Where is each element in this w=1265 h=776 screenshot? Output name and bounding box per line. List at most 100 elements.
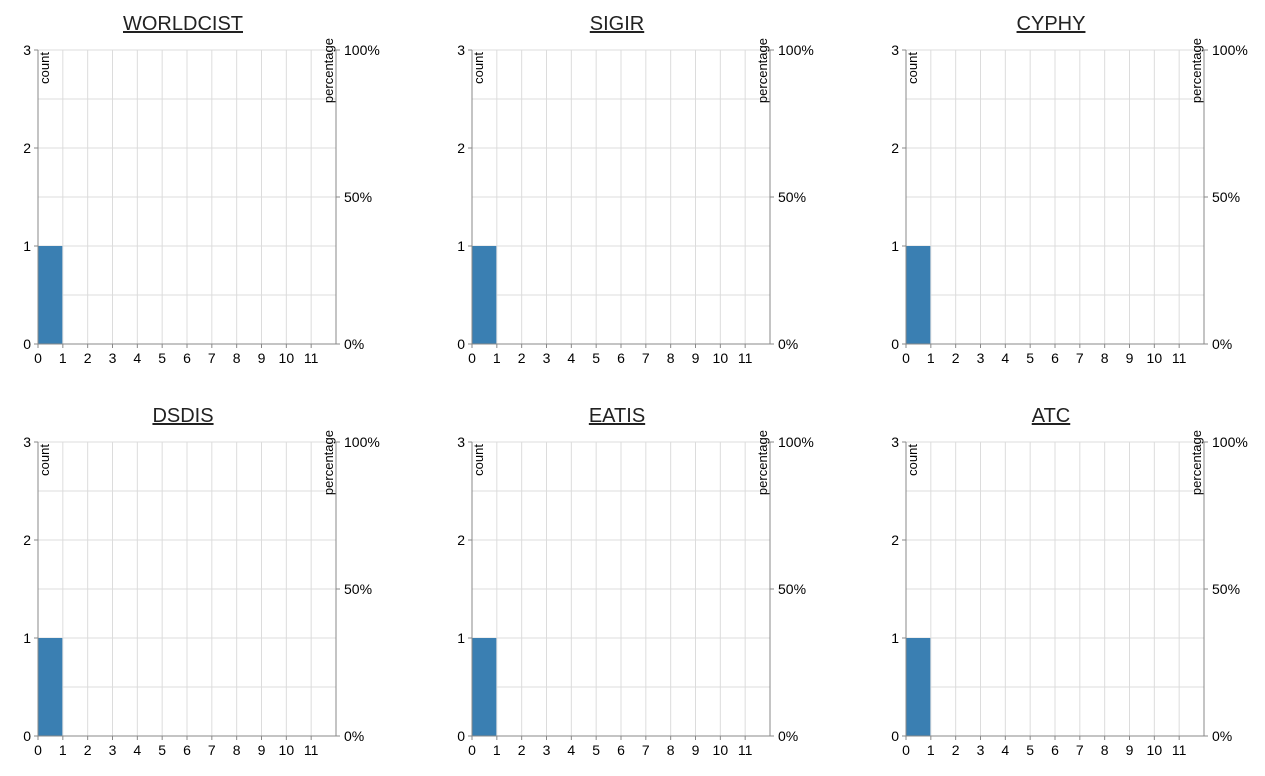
chart-title[interactable]: DSDIS	[152, 405, 213, 427]
x-tick-label: 5	[1026, 742, 1034, 758]
x-tick-label: 10	[1147, 742, 1163, 758]
x-tick-label: 3	[977, 742, 985, 758]
y-tick-label: 0	[457, 336, 465, 352]
chart-title[interactable]: CYPHY	[1017, 13, 1086, 35]
x-tick-label: 0	[902, 742, 910, 758]
y-tick-label: 1	[23, 238, 31, 254]
y-tick-label: 0	[891, 336, 899, 352]
chart-title[interactable]: SIGIR	[590, 13, 644, 35]
x-tick-label: 2	[518, 350, 526, 366]
x-tick-label: 1	[927, 742, 935, 758]
y-axis-title: count	[905, 444, 920, 476]
bar[interactable]	[38, 638, 63, 736]
bar[interactable]	[906, 638, 931, 736]
x-tick-label: 11	[1172, 742, 1187, 758]
y-tick-label: 0	[457, 728, 465, 744]
x-tick-label: 3	[543, 742, 551, 758]
x-tick-label: 2	[952, 350, 960, 366]
x-tick-label: 10	[713, 742, 729, 758]
y2-tick-label: 50%	[778, 581, 806, 597]
y2-axis-title: percentage	[1189, 38, 1204, 103]
x-tick-label: 6	[183, 350, 191, 366]
x-tick-label: 10	[713, 350, 729, 366]
x-tick-label: 6	[1051, 742, 1059, 758]
chart-title[interactable]: WORLDCIST	[123, 13, 243, 35]
y2-tick-label: 0%	[778, 336, 798, 352]
y2-tick-label: 100%	[344, 42, 380, 58]
x-tick-label: 8	[667, 742, 675, 758]
bar[interactable]	[906, 246, 931, 344]
x-tick-label: 1	[493, 350, 501, 366]
y2-tick-label: 0%	[344, 728, 364, 744]
x-tick-label: 9	[258, 742, 266, 758]
x-tick-label: 9	[692, 742, 700, 758]
y-tick-label: 3	[23, 42, 31, 58]
x-tick-label: 8	[667, 350, 675, 366]
x-tick-label: 9	[1126, 350, 1134, 366]
x-tick-label: 7	[208, 742, 216, 758]
x-tick-label: 2	[84, 742, 92, 758]
x-tick-label: 5	[158, 742, 166, 758]
y2-axis-title: percentage	[321, 430, 336, 495]
y2-tick-label: 50%	[1212, 581, 1240, 597]
x-tick-label: 2	[518, 742, 526, 758]
x-tick-label: 4	[567, 742, 575, 758]
x-tick-label: 10	[279, 742, 295, 758]
x-tick-label: 3	[977, 350, 985, 366]
y2-tick-label: 0%	[1212, 728, 1232, 744]
bar[interactable]	[472, 638, 497, 736]
x-tick-label: 11	[304, 742, 319, 758]
chart-title[interactable]: EATIS	[589, 405, 645, 427]
x-tick-label: 4	[133, 350, 141, 366]
x-tick-label: 0	[468, 350, 476, 366]
x-tick-label: 7	[1076, 350, 1084, 366]
chart-title[interactable]: ATC	[1032, 405, 1071, 427]
x-tick-label: 4	[1001, 742, 1009, 758]
x-tick-label: 1	[59, 350, 67, 366]
y-axis-title: count	[471, 444, 486, 476]
y2-tick-label: 0%	[778, 728, 798, 744]
x-tick-label: 11	[738, 742, 753, 758]
y2-axis-title: percentage	[321, 38, 336, 103]
x-tick-label: 1	[927, 350, 935, 366]
y2-tick-label: 50%	[344, 189, 372, 205]
x-tick-label: 0	[34, 742, 42, 758]
y2-tick-label: 100%	[778, 434, 814, 450]
x-tick-label: 8	[233, 742, 241, 758]
x-tick-label: 6	[617, 742, 625, 758]
y-tick-label: 2	[23, 532, 31, 548]
y2-tick-label: 0%	[1212, 336, 1232, 352]
bar[interactable]	[38, 246, 63, 344]
x-tick-label: 5	[158, 350, 166, 366]
y-tick-label: 1	[891, 630, 899, 646]
x-tick-label: 8	[1101, 350, 1109, 366]
x-tick-label: 6	[617, 350, 625, 366]
x-tick-label: 11	[304, 350, 319, 366]
x-tick-label: 0	[902, 350, 910, 366]
x-tick-label: 7	[1076, 742, 1084, 758]
x-tick-label: 2	[952, 742, 960, 758]
x-tick-label: 1	[493, 742, 501, 758]
x-tick-label: 3	[543, 350, 551, 366]
y-tick-label: 1	[891, 238, 899, 254]
y2-tick-label: 100%	[344, 434, 380, 450]
y-axis-title: count	[471, 52, 486, 84]
y-tick-label: 1	[23, 630, 31, 646]
x-tick-label: 4	[133, 742, 141, 758]
y-tick-label: 2	[457, 140, 465, 156]
y-tick-label: 2	[891, 140, 899, 156]
y-tick-label: 1	[457, 238, 465, 254]
y-tick-label: 3	[457, 434, 465, 450]
y-tick-label: 3	[23, 434, 31, 450]
bar[interactable]	[472, 246, 497, 344]
x-tick-label: 1	[59, 742, 67, 758]
x-tick-label: 7	[642, 350, 650, 366]
x-tick-label: 6	[183, 742, 191, 758]
y2-tick-label: 0%	[344, 336, 364, 352]
